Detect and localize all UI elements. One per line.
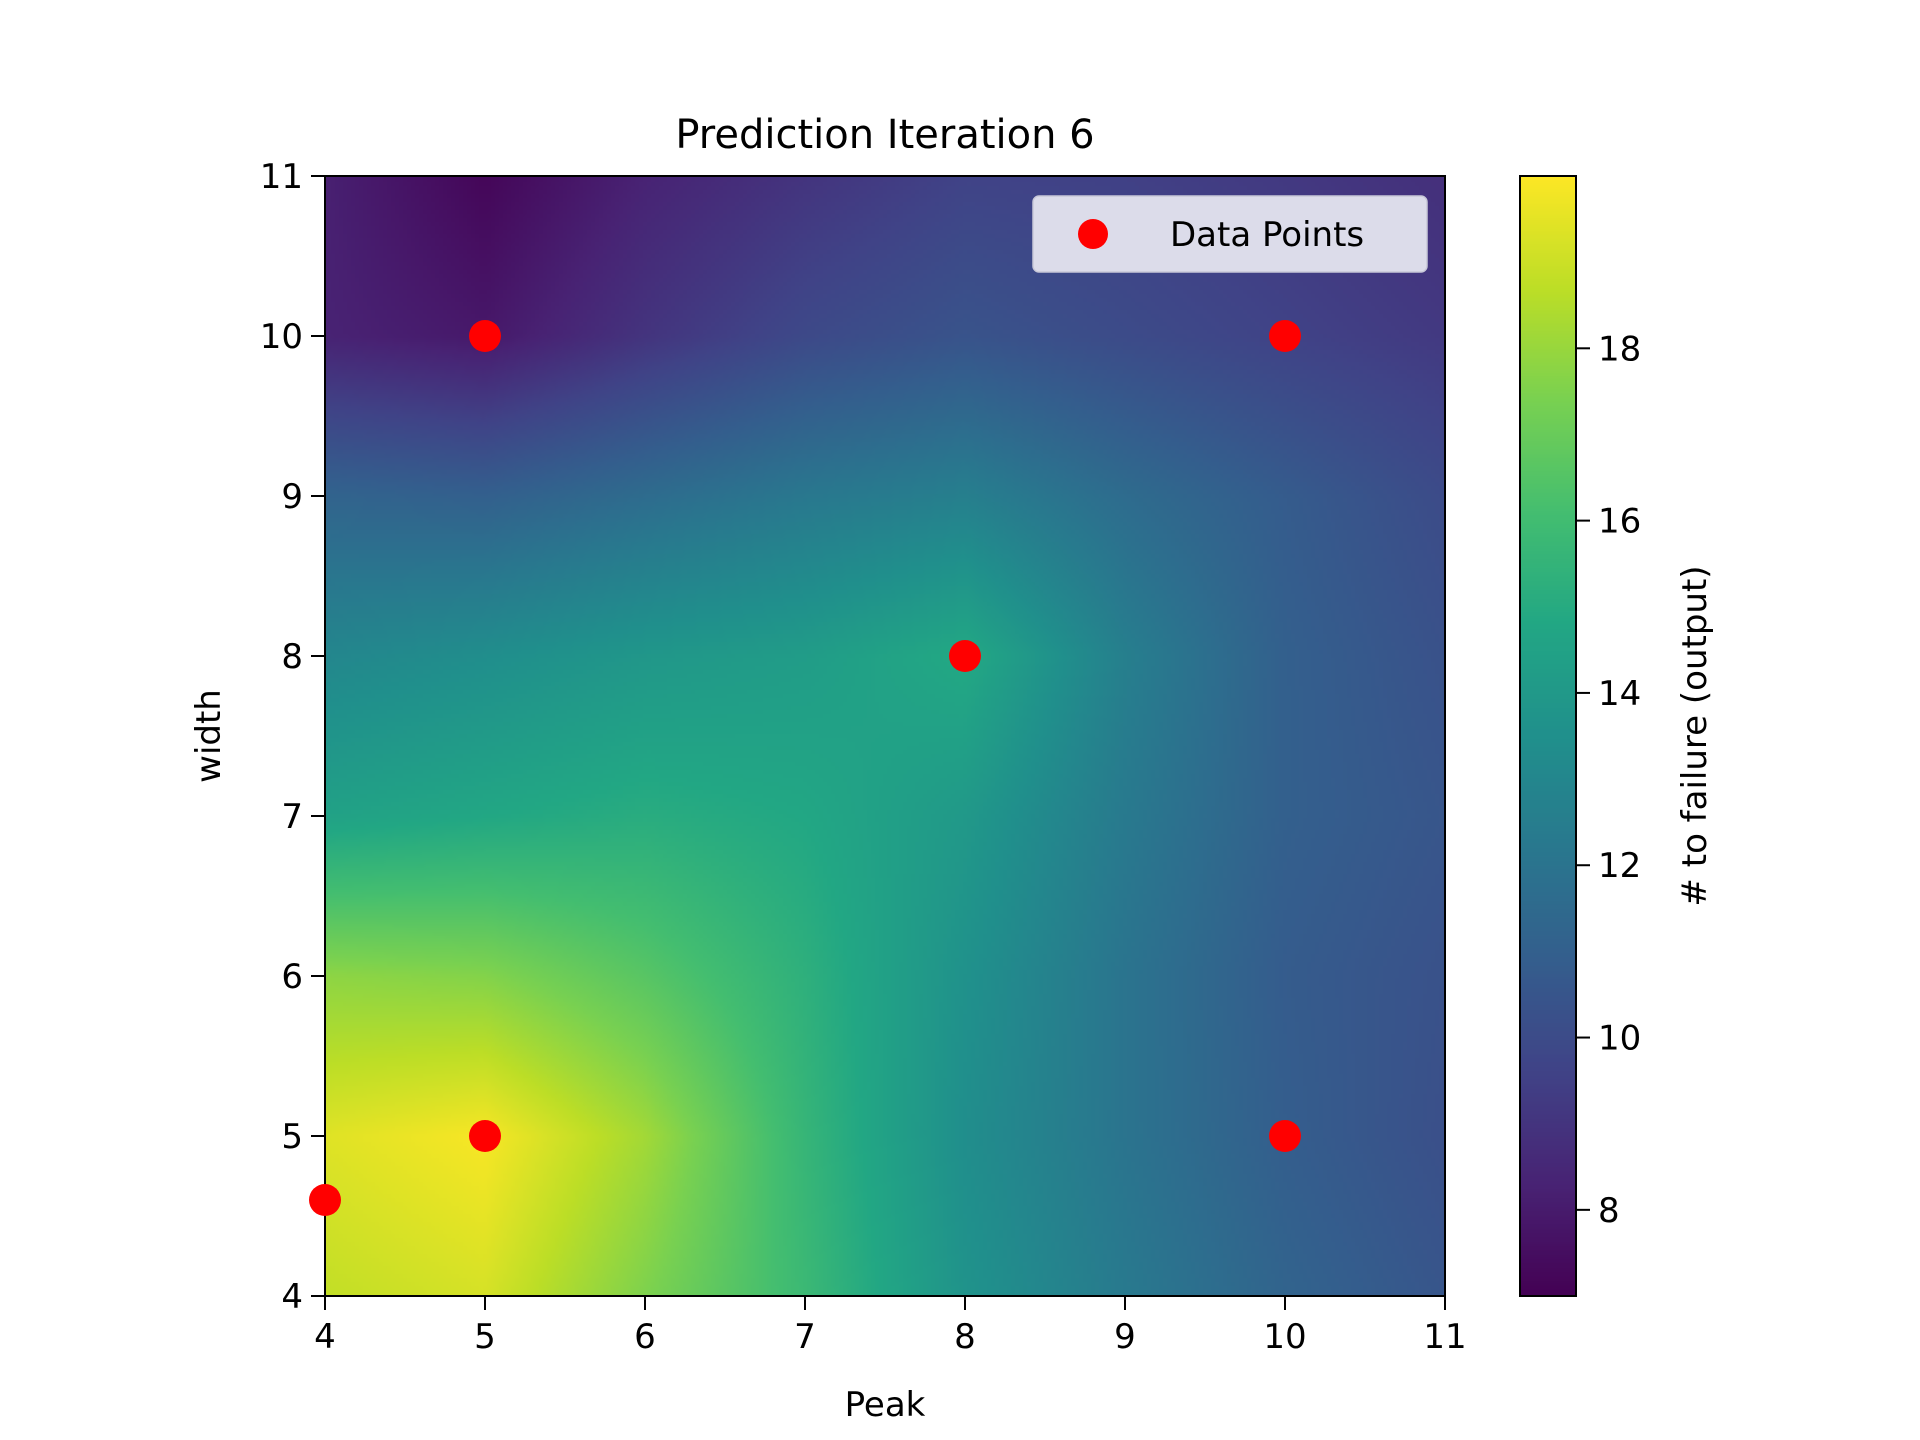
x-tick-label: 10 (1263, 1317, 1306, 1357)
y-tick-label: 7 (281, 797, 303, 837)
x-tick-label: 7 (794, 1317, 816, 1357)
x-tick-label: 6 (634, 1317, 656, 1357)
colorbar-tick-label: 18 (1598, 329, 1641, 369)
y-axis-label: width (189, 689, 229, 783)
colorbar-tick-label: 8 (1598, 1191, 1620, 1231)
plot-frame (324, 175, 1446, 1297)
legend-marker (1078, 219, 1108, 249)
colorbar-label: # to failure (output) (1675, 565, 1715, 906)
x-tick-label: 11 (1423, 1317, 1466, 1357)
y-axis: 4 5 6 7 8 9 10 11 (260, 157, 325, 1317)
legend-box (1032, 195, 1428, 273)
colorbar-tick-label: 16 (1598, 502, 1641, 542)
data-point (949, 640, 981, 672)
x-tick-label: 5 (474, 1317, 496, 1357)
data-point (469, 320, 501, 352)
x-tick-label: 4 (314, 1317, 336, 1357)
colorbar-tick-label: 10 (1598, 1019, 1641, 1059)
y-tick-label: 9 (281, 477, 303, 517)
y-tick-label: 8 (281, 637, 303, 677)
data-point (309, 1184, 341, 1216)
data-point (469, 1120, 501, 1152)
y-tick-label: 11 (260, 157, 303, 197)
y-tick-label: 5 (281, 1117, 303, 1157)
x-tick-label: 8 (954, 1317, 976, 1357)
colorbar-ticks: 8 10 12 14 16 18 (1576, 329, 1641, 1231)
data-point (1269, 1120, 1301, 1152)
x-tick-label: 9 (1114, 1317, 1136, 1357)
x-axis-label: Peak (845, 1385, 926, 1425)
colorbar-frame (1519, 175, 1577, 1297)
legend-label: Data Points (1170, 215, 1364, 255)
data-point (1269, 320, 1301, 352)
y-tick-label: 6 (281, 957, 303, 997)
legend: Data Points (1032, 195, 1428, 273)
colorbar: 8 10 12 14 16 18 # to failure (output) (1519, 175, 1715, 1297)
y-tick-label: 4 (281, 1277, 303, 1317)
data-points (309, 320, 1301, 1216)
y-tick-label: 10 (260, 317, 303, 357)
x-axis: 4 5 6 7 8 9 10 11 (314, 1296, 1467, 1357)
colorbar-tick-label: 14 (1598, 674, 1641, 714)
colorbar-tick-label: 12 (1598, 846, 1641, 886)
chart-title: Prediction Iteration 6 (675, 112, 1094, 158)
heatmap-surface (325, 176, 1445, 1296)
